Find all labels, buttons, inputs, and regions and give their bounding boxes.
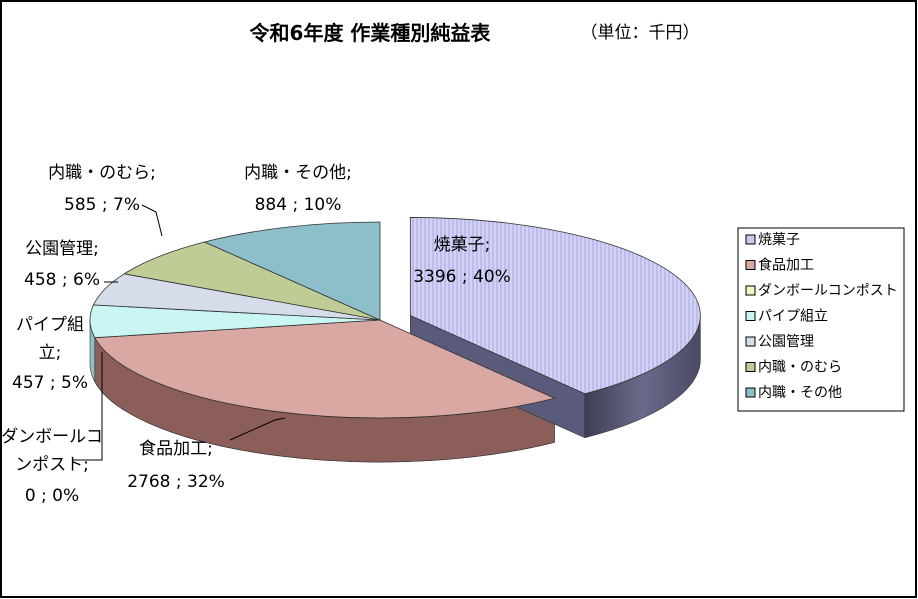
legend-swatch-5 [745, 362, 756, 372]
label-bake-value: 3396 ; 40% [413, 267, 511, 287]
pie-group [89, 217, 701, 463]
legend-label-1: 食品加工 [758, 257, 814, 274]
legend-label-5: 内職・のむら [758, 360, 842, 376]
label-food-name: 食品加工; [139, 439, 213, 459]
data-labels: 焼菓子; 3396 ; 40% 食品加工; 2768 ; 32% ダンボールコンポスト;… [1, 163, 511, 506]
legend-label-6: 内職・その他 [758, 385, 842, 401]
label-park-name: 公園管理; [25, 239, 99, 259]
legend-label-3: パイプ組立 [758, 309, 828, 325]
label-other-name: 内職・その他; [244, 163, 352, 183]
legend-label-2: ダンボールコンポスト [758, 283, 898, 299]
label-nomura-value: 585 ; 7% [64, 195, 140, 215]
legend-swatch-0 [745, 234, 756, 245]
pie-slice-0 [409, 217, 701, 395]
chart-title: 令和6年度 作業種別純益表 [250, 21, 492, 45]
label-other-value: 884 ; 10% [255, 195, 342, 215]
legend-label-4: 公園管理 [758, 334, 814, 350]
legend-swatch-6 [745, 387, 756, 398]
pie-slice-5 [123, 241, 381, 321]
label-food-value: 2768 ; 32% [127, 472, 225, 492]
label-pipe-3: 457 ; 5% [12, 373, 88, 393]
legend-swatch-2 [745, 285, 756, 296]
leader-compost [72, 352, 103, 461]
label-compost-3: 0 ; 0% [25, 486, 79, 506]
label-pipe-1: パイプ組 [16, 315, 84, 335]
legend-swatch-3 [745, 311, 756, 321]
legend-label-0: 焼菓子 [758, 232, 800, 248]
label-compost-2: ンポスト; [15, 455, 89, 475]
label-bake-name: 焼菓子; [434, 235, 491, 255]
label-compost-1: ダンボールコ [1, 427, 103, 447]
leader-food [229, 417, 286, 441]
pie-slice-1 [94, 319, 556, 419]
pie-slice-6 [203, 221, 381, 321]
chart-unit: （単位：千円） [581, 23, 700, 43]
legend-swatch-4 [745, 336, 756, 347]
leader-nomura [141, 204, 163, 237]
legend-box [737, 227, 905, 412]
legend-swatch-1 [745, 260, 756, 270]
label-pipe-2: 立; [39, 343, 62, 363]
label-park-value: 458 ; 6% [24, 270, 100, 290]
label-nomura-name: 内職・のむら; [48, 163, 156, 183]
